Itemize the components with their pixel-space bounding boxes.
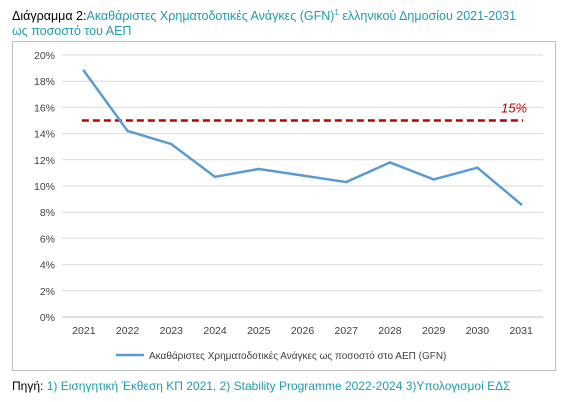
- x-tick-label: 2026: [291, 325, 315, 337]
- data-point: [170, 142, 173, 146]
- data-point: [126, 129, 129, 133]
- data-point: [432, 178, 435, 181]
- line-chart: 0% 2% 4% 6% 8% 10% 12% 14% 16% 18% 20% 2021 2022 2023…: [34, 50, 543, 362]
- caption-footnote-marker: 1: [334, 8, 339, 17]
- data-point: [82, 69, 86, 73]
- source-text: 1) Εισηγητική Έκθεση ΚΠ 2021, 2) Stabili…: [43, 379, 511, 393]
- data-point: [519, 203, 523, 206]
- x-tick-label: 2027: [335, 325, 359, 337]
- caption-title: Ακαθάριστες Χρηματοδοτικές Ανάγκες (GFN): [86, 9, 335, 24]
- chart-area: 0% 2% 4% 6% 8% 10% 12% 14% 16% 18% 20% 2021 2022 2023…: [12, 41, 556, 371]
- caption-prefix: Διάγραμμα 2:: [12, 9, 87, 24]
- x-tick-label: 2022: [116, 325, 140, 337]
- y-tick-label: 10%: [34, 181, 55, 193]
- data-point: [213, 175, 217, 179]
- y-tick-label: 16%: [34, 102, 55, 114]
- threshold-label: 15%: [501, 101, 527, 116]
- y-tick-label: 14%: [34, 129, 55, 141]
- chart-caption: Διάγραμμα 2:Ακαθάριστες Χρηματοδοτικές Α…: [12, 5, 564, 39]
- source-note: Πηγή: 1) Εισηγητική Έκθεση ΚΠ 2021, 2) S…: [12, 379, 511, 393]
- y-tick-label: 6%: [40, 233, 55, 245]
- caption-title-rest: ελληνικού Δημοσίου 2021-2031: [338, 9, 517, 24]
- legend-label: Ακαθάριστες Χρηματοδοτικές Ανάγκες ως πο…: [149, 350, 446, 362]
- y-tick-label: 12%: [34, 155, 55, 167]
- x-tick-label: 2029: [422, 325, 446, 337]
- x-tick-label: 2025: [247, 325, 271, 337]
- data-point: [344, 180, 348, 184]
- data-point: [476, 166, 479, 169]
- x-tick-label: 2021: [72, 325, 96, 337]
- caption-subtitle: ως ποσοστό του ΑΕΠ: [12, 24, 132, 39]
- data-point: [301, 174, 304, 177]
- y-tick-label: 4%: [40, 260, 55, 272]
- x-tick-label: 2031: [509, 325, 533, 337]
- data-point: [388, 161, 392, 164]
- y-tick-label: 0%: [40, 312, 55, 324]
- y-tick-label: 2%: [40, 286, 55, 298]
- y-tick-label: 8%: [40, 207, 55, 219]
- x-tick-label: 2028: [378, 325, 402, 337]
- data-point: [257, 167, 261, 171]
- y-tick-label: 20%: [34, 50, 55, 62]
- y-tick-label: 18%: [34, 76, 55, 88]
- source-label: Πηγή:: [12, 379, 44, 393]
- gfn-series-line: [82, 69, 523, 206]
- x-tick-label: 2023: [160, 325, 184, 337]
- x-tick-label: 2024: [203, 325, 227, 337]
- x-tick-label: 2030: [466, 325, 490, 337]
